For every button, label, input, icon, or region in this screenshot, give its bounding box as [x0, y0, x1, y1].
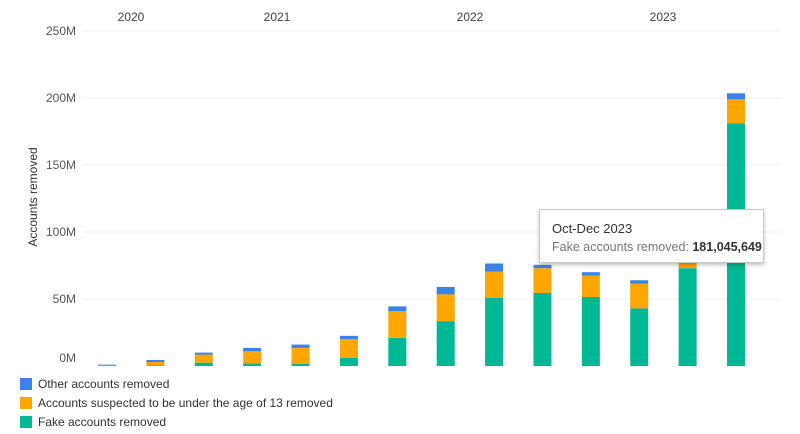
year-label: 2023	[650, 10, 677, 24]
bar-segment[interactable]	[243, 363, 262, 366]
bar-segment[interactable]	[581, 272, 600, 276]
bar-segment[interactable]	[243, 351, 262, 364]
bar-segment[interactable]	[339, 357, 358, 366]
year-label: 2022	[457, 10, 484, 24]
bar-group[interactable]	[146, 359, 165, 366]
bar-segment[interactable]	[581, 275, 600, 297]
legend-item-fake[interactable]: Fake accounts removed	[20, 412, 333, 431]
y-axis-ticks: 250M 200M 150M 100M 50M 0M	[46, 24, 76, 365]
y-tick-label: 250M	[46, 24, 76, 38]
bar-segment[interactable]	[194, 354, 213, 363]
tooltip-value: 181,045,649	[692, 240, 762, 254]
legend-swatch-other	[20, 377, 32, 390]
bar-segment[interactable]	[485, 263, 504, 272]
bar-segment[interactable]	[533, 264, 552, 269]
tooltip: Oct-Dec 2023 Fake accounts removed: 181,…	[539, 209, 764, 263]
legend-label-under-13: Accounts suspected to be under the age o…	[38, 395, 333, 410]
legend-item-under-13[interactable]: Accounts suspected to be under the age o…	[20, 393, 333, 412]
bar-segment[interactable]	[243, 347, 262, 352]
chart-area: 2020 2021 2022 2023 250M 200M 150M 100M 50M 0M A…	[26, 10, 780, 367]
bar-segment[interactable]	[727, 93, 745, 100]
bar-group[interactable]	[678, 261, 697, 366]
bar-segment[interactable]	[436, 286, 455, 295]
bar-segment[interactable]	[485, 271, 504, 298]
year-label: 2021	[264, 10, 291, 24]
legend-label-fake: Fake accounts removed	[38, 414, 167, 429]
bar-segment[interactable]	[533, 268, 552, 293]
y-tick-label: 100M	[46, 225, 76, 239]
bar-group[interactable]	[243, 347, 262, 366]
bar-segment[interactable]	[727, 99, 745, 124]
bar-segment[interactable]	[630, 280, 649, 284]
bar-segment[interactable]	[388, 337, 407, 366]
legend-swatch-under-13	[20, 396, 32, 409]
bar-segment[interactable]	[291, 347, 310, 364]
y-tick-label: 50M	[53, 292, 76, 306]
legend-label-other: Other accounts removed	[38, 376, 170, 391]
bar-segment[interactable]	[678, 261, 697, 269]
bar-segment[interactable]	[98, 364, 116, 366]
bar-segment[interactable]	[339, 339, 358, 358]
bar-segment[interactable]	[146, 361, 165, 366]
bar-segment[interactable]	[146, 365, 165, 366]
bar-segment[interactable]	[581, 296, 600, 366]
tooltip-line: Fake accounts removed: 181,045,649	[552, 240, 762, 254]
bar-group[interactable]	[436, 286, 455, 366]
y-tick-label: 200M	[46, 91, 76, 105]
legend-swatch-fake	[20, 415, 32, 428]
legend-item-other[interactable]: Other accounts removed	[20, 374, 333, 393]
stacked-bar-chart: 2020 2021 2022 2023 250M 200M 150M 100M 50M 0M A…	[26, 10, 780, 367]
tooltip-label: Fake accounts removed:	[552, 240, 689, 254]
bar-segment[interactable]	[436, 321, 455, 366]
bar-segment[interactable]	[485, 297, 504, 366]
bar-segment[interactable]	[291, 344, 310, 348]
bars[interactable]	[98, 93, 745, 367]
bar-segment[interactable]	[436, 294, 455, 322]
bar-group[interactable]	[533, 264, 552, 366]
year-labels: 2020 2021 2022 2023	[118, 10, 677, 24]
bar-segment[interactable]	[339, 335, 358, 340]
bar-segment[interactable]	[98, 365, 116, 367]
bar-segment[interactable]	[146, 359, 165, 362]
bar-segment[interactable]	[388, 306, 407, 312]
bar-segment[interactable]	[630, 283, 649, 309]
bar-group[interactable]	[98, 364, 116, 367]
y-tick-label: 150M	[46, 158, 76, 172]
tooltip-title: Oct-Dec 2023	[552, 221, 633, 236]
year-label: 2020	[118, 10, 145, 24]
bar-group[interactable]	[388, 306, 407, 366]
bar-segment[interactable]	[98, 364, 116, 366]
bar-segment[interactable]	[533, 292, 552, 366]
bar-segment[interactable]	[291, 363, 310, 366]
bar-segment[interactable]	[678, 268, 697, 366]
bar-group[interactable]	[194, 352, 213, 366]
bar-group[interactable]	[630, 280, 649, 366]
bar-segment[interactable]	[388, 311, 407, 338]
bar-segment[interactable]	[194, 352, 213, 355]
y-axis-label: Accounts removed	[26, 147, 40, 246]
bar-group[interactable]	[291, 344, 310, 366]
bar-group[interactable]	[339, 335, 358, 366]
legend: Other accounts removed Accounts suspecte…	[20, 374, 333, 431]
bar-segment[interactable]	[194, 362, 213, 366]
bar-segment[interactable]	[630, 308, 649, 366]
bar-group[interactable]	[485, 263, 504, 366]
bar-group[interactable]	[581, 272, 600, 366]
y-tick-label: 0M	[59, 351, 76, 365]
